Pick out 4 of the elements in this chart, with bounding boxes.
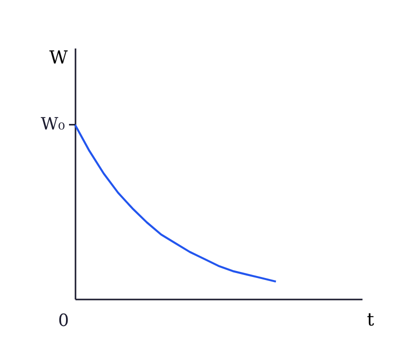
- text: 0: [58, 311, 69, 331]
- y-axis-title: W: [49, 48, 68, 68]
- x-axis-title: t: [366, 310, 375, 330]
- text: W₀: [40, 114, 66, 135]
